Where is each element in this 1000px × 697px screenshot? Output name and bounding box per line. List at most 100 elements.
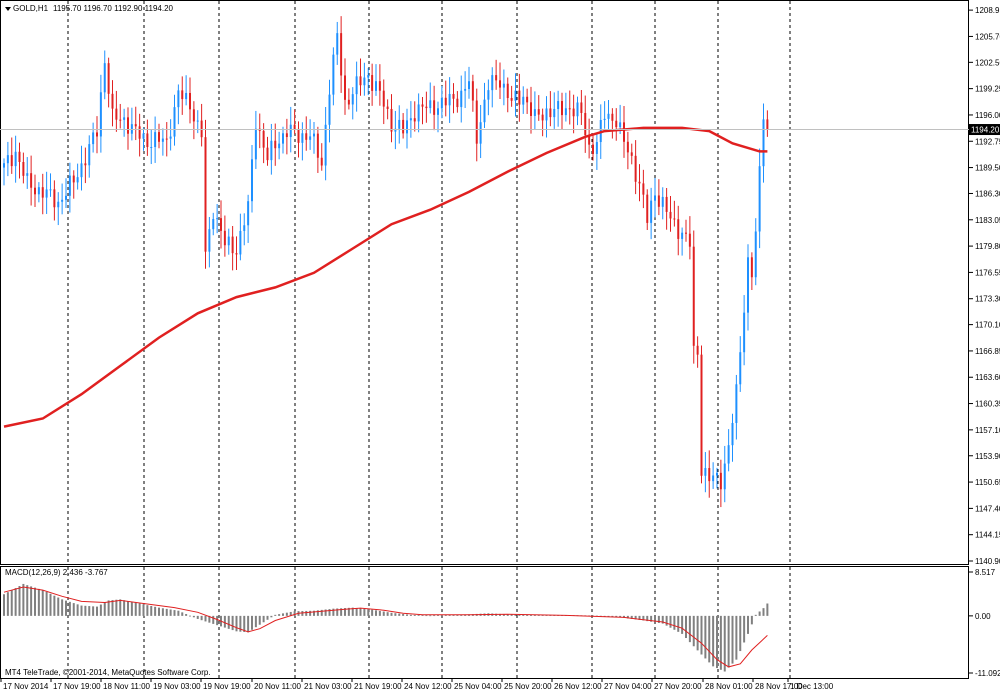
- macd-bar: [758, 611, 761, 616]
- candle-body: [200, 120, 203, 138]
- candle-body: [14, 151, 17, 167]
- candle-body: [394, 128, 397, 132]
- macd-bar: [88, 606, 91, 616]
- macd-bar: [425, 615, 428, 617]
- macd-bar: [154, 606, 157, 616]
- candle-body: [499, 80, 501, 88]
- candle-body: [402, 119, 405, 134]
- current-price-label: 1194.20: [971, 126, 1000, 135]
- macd-signal: [3, 586, 768, 668]
- macd-bar: [340, 608, 343, 616]
- candle-body: [289, 124, 292, 138]
- macd-axis: 8.517 0.00 -11.092: [969, 568, 1000, 678]
- macd-bar: [285, 612, 288, 616]
- candle-body: [553, 108, 556, 118]
- candle-body: [18, 151, 21, 163]
- symbol-dropdown-icon[interactable]: [5, 7, 11, 11]
- candle-body: [437, 108, 439, 115]
- macd-bar: [223, 615, 226, 628]
- candle-body: [185, 92, 188, 100]
- candle-body: [80, 163, 83, 178]
- macd-bar: [37, 588, 40, 616]
- candle-body: [440, 97, 443, 109]
- candle-body: [595, 142, 598, 154]
- macd-bar: [282, 613, 284, 616]
- candle-body: [530, 102, 532, 116]
- macd-bar: [762, 608, 765, 616]
- candle-body: [111, 93, 114, 109]
- macd-bar: [99, 604, 102, 616]
- candle-body: [638, 181, 641, 184]
- macd-bar: [247, 615, 250, 633]
- macd-panel[interactable]: [0, 566, 969, 679]
- macd-bar: [76, 604, 79, 616]
- price-tick-label: 1157.10: [975, 426, 1000, 435]
- price-tick-label: 1192.75: [975, 137, 1000, 146]
- candle-body: [557, 101, 560, 109]
- candle-body: [506, 83, 509, 99]
- macd-bar: [61, 599, 64, 616]
- candle-body: [57, 201, 60, 208]
- price-tick-label: 1183.05: [975, 216, 1000, 225]
- candle-body: [305, 133, 308, 140]
- macd-bar: [700, 615, 703, 655]
- macd-bar: [522, 614, 525, 616]
- candle-body: [460, 90, 463, 108]
- macd-bar: [313, 610, 315, 616]
- candle-body: [208, 229, 211, 252]
- macd-bar: [394, 613, 397, 616]
- macd-tick-label: 0.00: [975, 612, 991, 621]
- candle-body: [119, 119, 122, 121]
- candle-body: [378, 81, 381, 91]
- macd-bar: [754, 614, 757, 616]
- candle-body: [76, 177, 79, 183]
- macd-bar: [53, 595, 56, 616]
- macd-bar: [619, 615, 622, 618]
- macd-bar: [185, 614, 188, 616]
- candle-body: [669, 211, 672, 219]
- candle-body: [340, 33, 343, 76]
- candle-body: [243, 225, 246, 231]
- macd-bar: [212, 615, 215, 624]
- candle-body: [518, 90, 521, 105]
- macd-bar: [34, 587, 36, 616]
- macd-bar: [266, 615, 269, 620]
- macd-bar: [638, 615, 641, 620]
- candle-body: [316, 133, 319, 158]
- macd-bar: [231, 615, 234, 631]
- candle-body: [584, 112, 587, 136]
- macd-bar: [452, 614, 455, 616]
- time-tick-label: 28 Nov 01:00: [705, 682, 753, 691]
- candle-body: [150, 147, 153, 149]
- candle-body: [355, 76, 358, 95]
- candle-body: [53, 189, 56, 208]
- candle-body: [452, 93, 455, 99]
- candle-body: [754, 231, 757, 278]
- candle-body: [433, 100, 436, 115]
- macd-bar: [227, 615, 230, 629]
- candle-body: [611, 113, 614, 121]
- time-tick-label: 25 Nov 20:00: [504, 682, 552, 691]
- price-tick-label: 1160.35: [975, 400, 1000, 409]
- candle-body: [278, 143, 281, 149]
- candle-body: [285, 133, 288, 138]
- candle-body: [367, 75, 370, 78]
- candle-body: [115, 108, 118, 120]
- price-tick-label: 1170.10: [975, 321, 1000, 330]
- macd-histogram: [3, 583, 769, 672]
- candle-body: [747, 257, 749, 313]
- macd-bar: [239, 615, 242, 632]
- candle-body: [3, 163, 5, 168]
- candle-body: [212, 218, 215, 230]
- grid: [67, 1, 791, 678]
- macd-bar: [96, 606, 98, 616]
- macd-bar: [623, 615, 625, 618]
- macd-tick-label: -11.092: [975, 669, 1000, 678]
- macd-bar: [328, 609, 331, 616]
- time-tick-label: 17 Nov 2014: [3, 682, 49, 691]
- time-tick-label: 19 Nov 03:00: [153, 682, 201, 691]
- candle-body: [471, 81, 474, 101]
- candle-body: [448, 93, 451, 106]
